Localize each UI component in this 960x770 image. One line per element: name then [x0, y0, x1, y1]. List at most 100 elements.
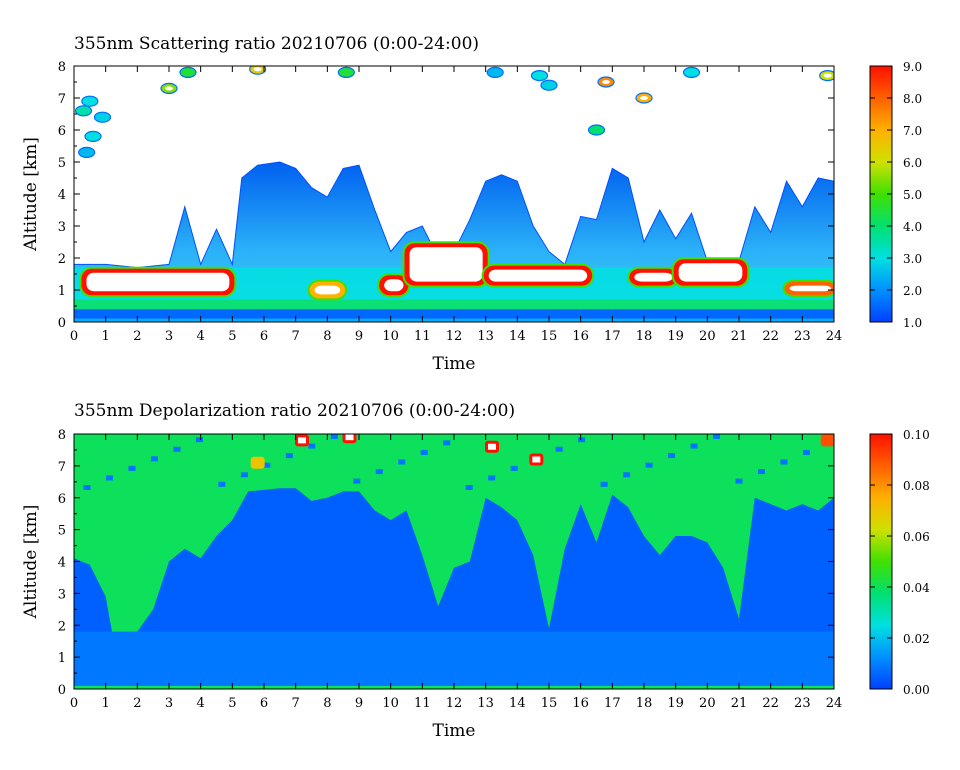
speckle	[555, 446, 563, 452]
speckle	[218, 481, 226, 487]
speckle	[150, 456, 158, 462]
speckle	[645, 462, 653, 468]
colorbar-tick-label: 0.00	[903, 683, 930, 697]
x-tick-label: 14	[509, 696, 526, 711]
y-tick-label: 3	[58, 220, 66, 235]
upper-cloud-patch	[486, 66, 504, 79]
colorbar-tick-label: 0.10	[903, 428, 930, 442]
upper-cloud-patch	[820, 434, 834, 447]
colorbar-tick-label: 0.02	[903, 632, 930, 646]
colorbar-tick-label: 2.0	[903, 284, 922, 298]
speckle	[128, 465, 136, 471]
plot-area	[74, 434, 834, 689]
low-cloud-saturated	[789, 285, 831, 292]
colorbar-tick-label: 4.0	[903, 220, 922, 234]
x-tick-label: 5	[228, 696, 236, 711]
x-tick-label: 14	[509, 329, 526, 344]
speckle	[398, 459, 406, 465]
colorbar-tick-label: 3.0	[903, 252, 922, 266]
upper-cloud-saturated	[298, 437, 306, 444]
plot-area	[74, 66, 834, 322]
x-tick-label: 24	[826, 329, 843, 344]
upper-cloud-patch	[540, 79, 558, 91]
speckle	[173, 446, 181, 452]
y-tick-label: 3	[58, 587, 66, 602]
speckle	[443, 440, 451, 446]
speckle	[83, 485, 91, 490]
upper-cloud-patch	[530, 69, 549, 82]
speckle	[240, 472, 248, 478]
upper-cloud-saturated	[345, 434, 354, 441]
speckle	[105, 475, 113, 481]
x-tick-label: 9	[355, 696, 363, 711]
x-tick-label: 10	[382, 696, 399, 711]
depolarization-ratio-panel: 355nm Depolarization ratio 20210706 (0:0…	[21, 401, 930, 741]
x-tick-label: 12	[446, 329, 463, 344]
y-tick-label: 4	[58, 188, 66, 203]
x-tick-label: 21	[731, 696, 748, 711]
upper-cloud-patch	[93, 111, 112, 123]
chart-title: 355nm Scattering ratio 20210706 (0:00-24…	[74, 34, 479, 54]
x-tick-label: 13	[477, 696, 494, 711]
x-tick-label: 6	[260, 329, 268, 344]
y-tick-label: 1	[58, 651, 66, 666]
upper-cloud-patch	[250, 456, 265, 469]
speckle	[780, 459, 788, 465]
low-cloud-saturated	[409, 247, 483, 282]
speckle	[623, 472, 631, 478]
speckle	[308, 443, 316, 449]
colorbar-tick-label: 0.06	[903, 530, 930, 544]
y-axis-label: Altitude [km]	[21, 137, 41, 252]
speckle	[488, 475, 496, 481]
x-axis-label: Time	[433, 354, 476, 374]
y-axis-label: Altitude [km]	[21, 505, 41, 620]
x-tick-label: 22	[762, 696, 779, 711]
x-tick-label: 17	[604, 329, 621, 344]
y-tick-label: 8	[58, 60, 66, 75]
y-tick-label: 1	[58, 284, 66, 299]
x-tick-label: 11	[414, 696, 431, 711]
speckle	[465, 485, 473, 490]
x-tick-label: 10	[382, 329, 399, 344]
y-tick-label: 7	[58, 460, 66, 475]
colorbar-tick-label: 5.0	[903, 188, 922, 202]
upper-cloud-patch	[337, 66, 355, 79]
x-tick-label: 1	[102, 329, 110, 344]
x-tick-label: 23	[794, 696, 811, 711]
upper-cloud-core	[165, 86, 173, 91]
surface-layer	[74, 309, 834, 319]
x-tick-label: 20	[699, 329, 716, 344]
y-tick-label: 2	[58, 252, 66, 267]
x-tick-label: 17	[604, 696, 621, 711]
x-tick-label: 24	[826, 696, 843, 711]
x-tick-label: 13	[477, 329, 494, 344]
x-axis-label: Time	[433, 721, 476, 741]
speckle	[263, 462, 271, 468]
speckle	[330, 434, 338, 439]
low-cloud-saturated	[384, 279, 404, 292]
x-tick-label: 15	[541, 329, 558, 344]
x-tick-label: 11	[414, 329, 431, 344]
upper-cloud-saturated	[532, 456, 541, 463]
x-tick-label: 3	[165, 329, 173, 344]
x-tick-label: 6	[260, 696, 268, 711]
x-tick-label: 22	[762, 329, 779, 344]
upper-cloud-core	[253, 67, 262, 72]
upper-cloud-patch	[84, 130, 102, 142]
x-tick-label: 16	[572, 329, 589, 344]
x-tick-label: 9	[355, 329, 363, 344]
y-tick-label: 5	[58, 156, 66, 171]
x-tick-label: 20	[699, 696, 716, 711]
x-tick-label: 4	[197, 696, 205, 711]
speckle	[285, 453, 293, 459]
upper-cloud-core	[823, 73, 832, 78]
y-tick-label: 0	[58, 683, 66, 698]
colorbar-tick-label: 8.0	[903, 92, 922, 106]
x-tick-label: 23	[794, 329, 811, 344]
colorbar-tick-label: 0.08	[903, 479, 930, 493]
speckle	[195, 437, 203, 443]
speckle	[353, 478, 361, 484]
upper-cloud-patch	[81, 95, 99, 107]
y-tick-label: 4	[58, 556, 66, 571]
x-tick-label: 5	[228, 329, 236, 344]
